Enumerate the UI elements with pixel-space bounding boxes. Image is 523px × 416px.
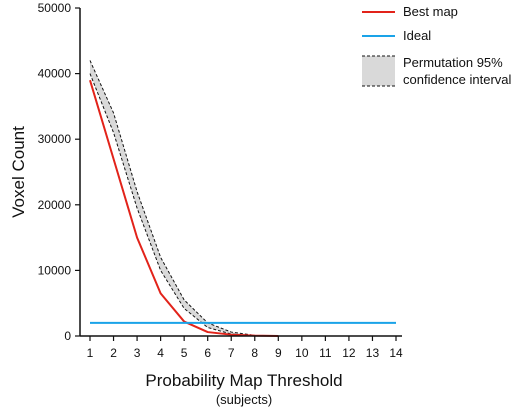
series-layer (89, 79, 396, 337)
x-tick-label: 7 (228, 346, 235, 360)
confidence-band-upper (89, 60, 255, 336)
y-tick-label: 20000 (38, 198, 72, 212)
y-tick-label: 10000 (38, 263, 72, 277)
x-tick-label: 5 (181, 346, 188, 360)
x-tick-label: 8 (251, 346, 258, 360)
legend-label-band-line1: Permutation 95% (403, 55, 503, 70)
x-tick-label: 13 (366, 346, 380, 360)
x-tick-label: 10 (295, 346, 309, 360)
series-line-best-map (89, 79, 279, 337)
y-tick-label: 30000 (38, 132, 72, 146)
x-tick-label: 2 (110, 346, 117, 360)
legend-label-band-line2: confidence interval (403, 72, 512, 87)
y-axis-title: Voxel Count (9, 126, 28, 218)
confidence-band-lower (89, 73, 255, 337)
x-tick-label: 12 (342, 346, 356, 360)
x-tick-label: 9 (275, 346, 282, 360)
x-tick-label: 14 (389, 346, 403, 360)
legend: Best map Ideal Permutation 95% confidenc… (362, 4, 512, 87)
x-tick-label: 11 (319, 346, 332, 360)
x-axis-title: Probability Map Threshold (145, 371, 342, 390)
x-axis-subtitle: (subjects) (216, 392, 272, 407)
y-tick-label: 40000 (38, 67, 72, 81)
confidence-band-area (90, 60, 255, 336)
x-tick-label: 6 (204, 346, 211, 360)
x-tick-label: 3 (134, 346, 141, 360)
confidence-band-layer (89, 60, 255, 337)
y-tick-label: 0 (64, 329, 71, 343)
x-tick-label: 4 (157, 346, 164, 360)
y-tick-label: 50000 (38, 1, 72, 15)
legend-swatch-confidence-band (362, 56, 395, 86)
legend-label-ideal: Ideal (403, 28, 431, 43)
x-tick-label: 1 (87, 346, 94, 360)
legend-label-best-map: Best map (403, 4, 458, 19)
